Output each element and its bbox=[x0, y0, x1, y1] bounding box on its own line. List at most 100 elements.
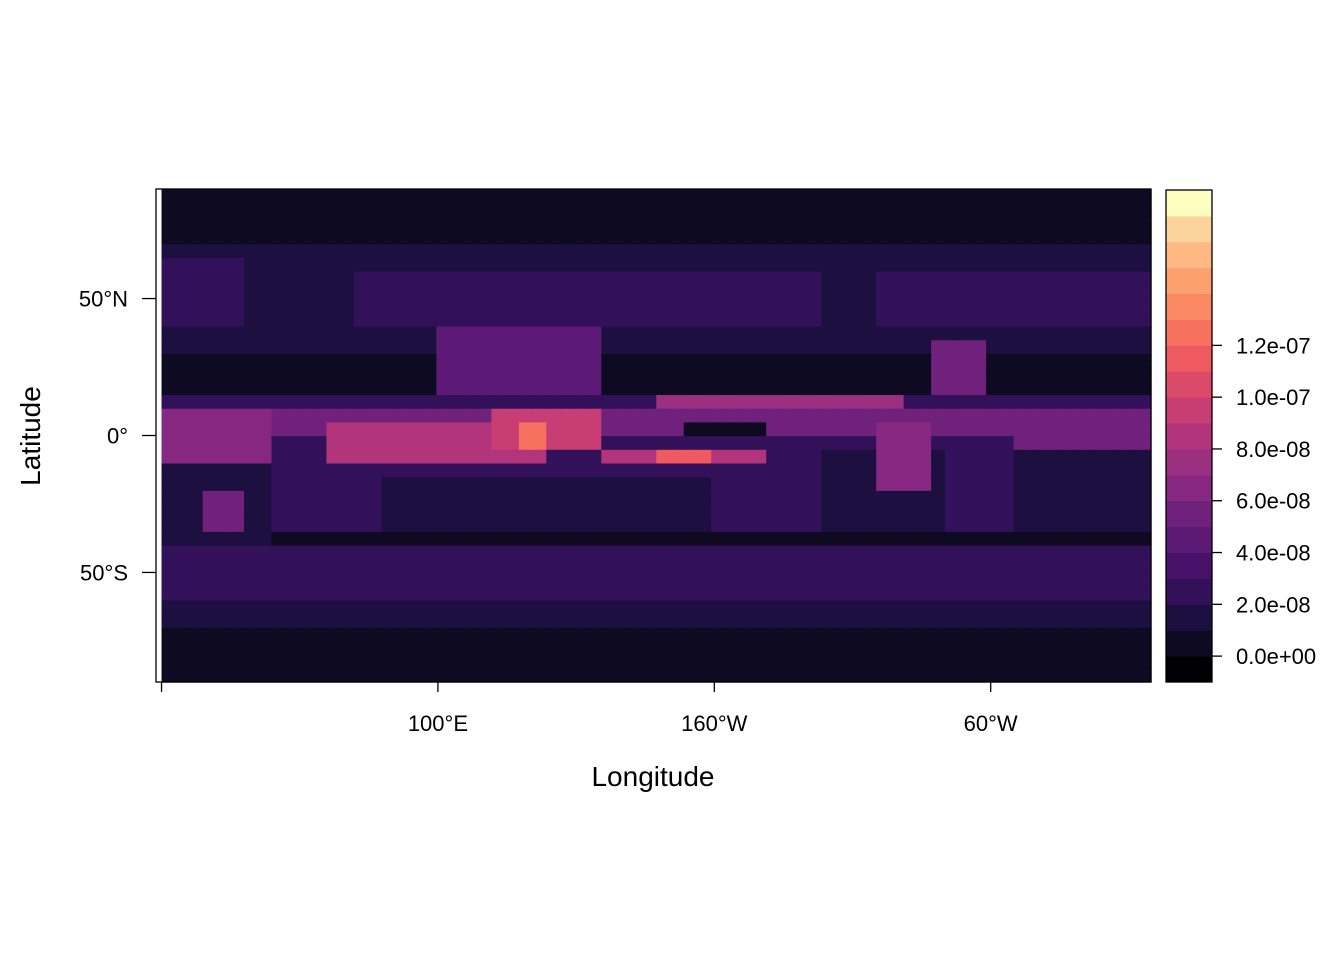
heatmap-cell bbox=[189, 271, 204, 286]
heatmap-cell bbox=[298, 531, 314, 546]
heatmap-cell bbox=[862, 325, 877, 341]
heatmap-cell bbox=[285, 517, 300, 532]
heatmap-cell bbox=[312, 202, 328, 217]
heatmap-cell bbox=[615, 449, 630, 464]
heatmap-cell bbox=[243, 462, 259, 478]
heatmap-cell bbox=[216, 353, 231, 368]
heatmap-cell bbox=[408, 640, 424, 656]
heatmap-cell bbox=[1082, 394, 1097, 409]
heatmap-cell bbox=[518, 490, 534, 505]
heatmap-cell bbox=[271, 284, 286, 300]
heatmap-cell bbox=[202, 257, 218, 272]
heatmap-cell bbox=[326, 367, 341, 382]
heatmap-cell bbox=[1013, 613, 1028, 628]
heatmap-cell bbox=[834, 257, 850, 272]
heatmap-cell bbox=[367, 545, 383, 560]
heatmap-cell bbox=[202, 202, 218, 217]
heatmap-cell bbox=[505, 449, 520, 464]
heatmap-cell bbox=[1137, 476, 1152, 491]
heatmap-cell bbox=[257, 353, 273, 368]
heatmap-cell bbox=[243, 531, 259, 546]
heatmap-cell bbox=[628, 257, 644, 272]
heatmap-cell bbox=[1068, 449, 1083, 464]
heatmap-cell bbox=[848, 421, 863, 437]
heatmap-cell bbox=[642, 627, 657, 642]
heatmap-cell bbox=[175, 298, 190, 313]
heatmap-cell bbox=[436, 627, 451, 642]
heatmap-cell bbox=[628, 490, 644, 505]
heatmap-cell bbox=[1054, 640, 1070, 656]
heatmap-cell bbox=[463, 586, 479, 601]
heatmap-cell bbox=[628, 298, 644, 313]
heatmap-cell bbox=[807, 408, 822, 423]
heatmap-cell bbox=[807, 284, 822, 300]
heatmap-cell bbox=[1123, 627, 1138, 642]
heatmap-cell bbox=[408, 654, 424, 669]
heatmap-cell bbox=[353, 668, 369, 683]
heatmap-cell bbox=[615, 312, 630, 327]
heatmap-cell bbox=[793, 476, 809, 491]
heatmap-cell bbox=[257, 271, 273, 286]
heatmap-cell bbox=[1109, 599, 1125, 615]
heatmap-cell bbox=[381, 230, 396, 245]
heatmap-cell bbox=[670, 257, 685, 272]
heatmap-cell bbox=[381, 298, 396, 313]
heatmap-cell bbox=[298, 284, 314, 300]
heatmap-cell bbox=[587, 284, 602, 300]
heatmap-cell bbox=[381, 558, 396, 574]
heatmap-cell bbox=[903, 284, 918, 300]
heatmap-cell bbox=[628, 627, 644, 642]
heatmap-cell bbox=[175, 216, 190, 231]
heatmap-cell bbox=[999, 613, 1015, 628]
heatmap-cell bbox=[353, 230, 369, 245]
heatmap-cell bbox=[807, 435, 822, 450]
heatmap-cell bbox=[601, 243, 616, 259]
heatmap-cell bbox=[271, 613, 286, 628]
heatmap-cell bbox=[766, 380, 781, 396]
heatmap-cell bbox=[999, 462, 1015, 478]
heatmap-cell bbox=[230, 339, 245, 354]
heatmap-cell bbox=[285, 380, 300, 396]
heatmap-cell bbox=[779, 599, 795, 615]
heatmap-cell bbox=[243, 408, 259, 423]
heatmap-cell bbox=[1013, 216, 1028, 231]
heatmap-cell bbox=[628, 503, 644, 519]
heatmap-cell bbox=[1068, 545, 1083, 560]
heatmap-cell bbox=[285, 271, 300, 286]
heatmap-cell bbox=[615, 640, 630, 656]
heatmap-cell bbox=[1054, 353, 1070, 368]
heatmap-cell bbox=[257, 490, 273, 505]
heatmap-cell bbox=[724, 380, 740, 396]
heatmap-cell bbox=[463, 531, 479, 546]
heatmap-cell bbox=[821, 613, 836, 628]
heatmap-cell bbox=[738, 216, 754, 231]
heatmap-cell bbox=[876, 586, 891, 601]
heatmap-cell bbox=[628, 408, 644, 423]
heatmap-cell bbox=[560, 668, 575, 683]
heatmap-cell bbox=[889, 490, 905, 505]
heatmap-cell bbox=[779, 230, 795, 245]
heatmap-cell bbox=[656, 599, 671, 615]
heatmap-cell bbox=[463, 462, 479, 478]
heatmap-cell bbox=[395, 353, 410, 368]
heatmap-cell bbox=[944, 189, 960, 204]
heatmap-cell bbox=[243, 668, 259, 683]
heatmap-cell bbox=[697, 325, 712, 341]
heatmap-cell bbox=[656, 435, 671, 450]
heatmap-cell bbox=[999, 490, 1015, 505]
heatmap-cell bbox=[917, 380, 932, 396]
heatmap-cell bbox=[958, 257, 973, 272]
heatmap-cell bbox=[175, 367, 190, 382]
heatmap-cell bbox=[381, 243, 396, 259]
heatmap-cell bbox=[491, 654, 506, 669]
heatmap-cell bbox=[573, 572, 589, 587]
heatmap-cell bbox=[670, 503, 685, 519]
heatmap-cell bbox=[505, 325, 520, 341]
heatmap-cell bbox=[656, 545, 671, 560]
heatmap-cell bbox=[944, 408, 960, 423]
heatmap-cell bbox=[642, 586, 657, 601]
heatmap-cell bbox=[326, 298, 341, 313]
heatmap-cell bbox=[587, 668, 602, 683]
heatmap-cell bbox=[876, 230, 891, 245]
heatmap-cell bbox=[463, 476, 479, 491]
